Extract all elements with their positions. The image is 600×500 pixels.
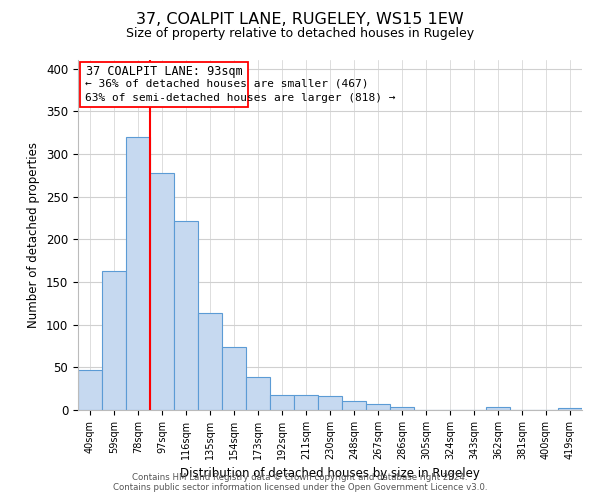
Bar [246, 376, 270, 410]
Text: 37, COALPIT LANE, RUGELEY, WS15 1EW: 37, COALPIT LANE, RUGELEY, WS15 1EW [136, 12, 464, 28]
Text: 37 COALPIT LANE: 93sqm: 37 COALPIT LANE: 93sqm [86, 65, 243, 78]
Bar [390, 406, 414, 410]
Bar [78, 370, 102, 410]
Bar [366, 404, 390, 410]
Bar [150, 172, 174, 410]
Bar [318, 396, 342, 410]
Bar [270, 394, 294, 410]
Bar [558, 408, 582, 410]
Text: ← 36% of detached houses are smaller (467): ← 36% of detached houses are smaller (46… [85, 79, 368, 89]
Bar [174, 222, 198, 410]
Y-axis label: Number of detached properties: Number of detached properties [28, 142, 40, 328]
Bar [126, 137, 150, 410]
FancyBboxPatch shape [80, 62, 248, 107]
Bar [198, 312, 222, 410]
Bar [222, 347, 246, 410]
Bar [294, 394, 318, 410]
Text: Size of property relative to detached houses in Rugeley: Size of property relative to detached ho… [126, 28, 474, 40]
X-axis label: Distribution of detached houses by size in Rugeley: Distribution of detached houses by size … [180, 468, 480, 480]
Text: Contains HM Land Registry data © Crown copyright and database right 2024.
Contai: Contains HM Land Registry data © Crown c… [113, 473, 487, 492]
Text: 63% of semi-detached houses are larger (818) →: 63% of semi-detached houses are larger (… [85, 94, 396, 104]
Bar [102, 271, 126, 410]
Bar [486, 406, 510, 410]
Bar [342, 402, 366, 410]
